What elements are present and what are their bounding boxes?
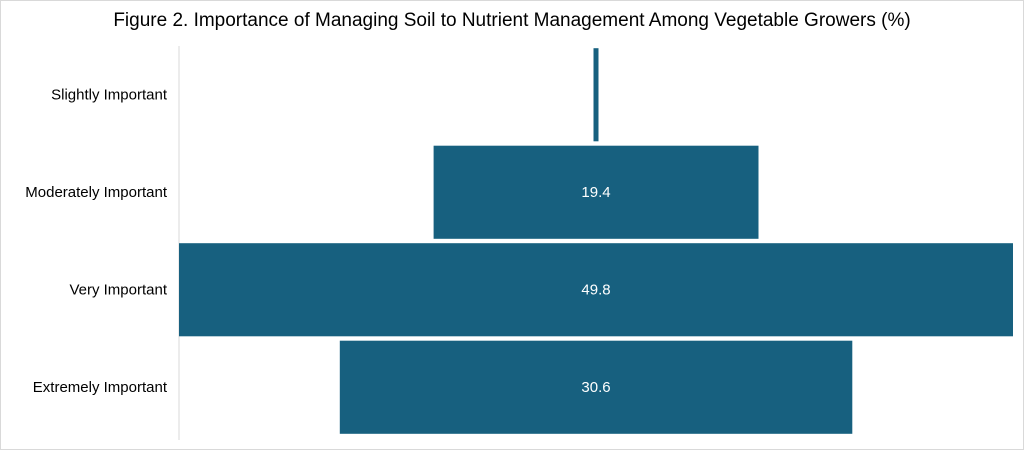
category-label-slightly-important: Slightly Important — [51, 86, 168, 103]
category-label-extremely-important: Extremely Important — [33, 379, 168, 396]
data-label-extremely-important: 30.6 — [581, 379, 610, 396]
category-label-moderately-important: Moderately Important — [25, 184, 168, 201]
data-label-moderately-important: 19.4 — [581, 184, 610, 201]
category-label-very-important: Very Important — [69, 281, 167, 298]
bar-extremely-important — [339, 340, 853, 434]
bar-slightly-important — [593, 48, 599, 142]
bar-very-important — [179, 243, 1013, 337]
chart-title: Figure 2. Importance of Managing Soil to… — [113, 10, 911, 31]
bar-moderately-important — [433, 145, 759, 239]
bars-layer — [179, 48, 1013, 434]
labels-layer: Slightly Important Moderately Important 19… — [25, 86, 610, 396]
data-label-very-important: 49.8 — [581, 281, 610, 298]
